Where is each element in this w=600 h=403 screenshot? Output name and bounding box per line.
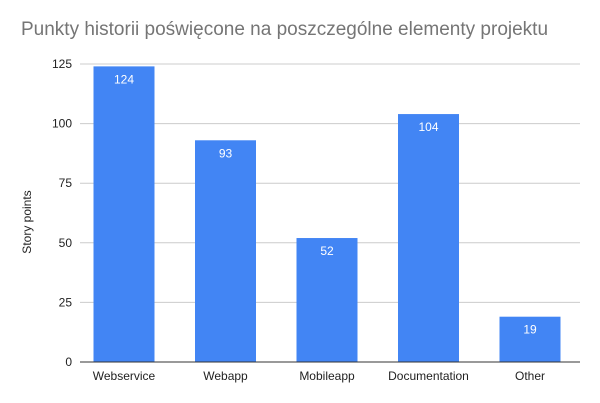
data-label: 19 [523,323,537,337]
y-axis-label: Story points [20,190,34,253]
data-label: 93 [219,146,233,160]
y-tick-label: 25 [59,295,73,309]
bar [195,140,256,362]
x-tick-label: Documentation [388,369,469,383]
data-label: 124 [114,72,134,86]
x-tick-label: Other [515,369,545,383]
x-tick-label: Mobileapp [299,369,355,383]
data-label: 104 [418,120,438,134]
y-tick-label: 0 [65,355,72,369]
axes: 0 25 50 75 100 125 Webservice Webapp Mobileapp Do… [52,57,580,383]
y-tick-label: 75 [59,176,73,190]
bars: 124 93 52 104 19 [93,66,561,363]
bar [296,238,358,362]
y-tick-label: 50 [59,236,73,250]
data-label: 52 [320,244,334,258]
chart-title: Punkty historii poświęcone na poszczegól… [21,19,549,40]
x-tick-label: Webapp [203,369,248,383]
x-tick-label: Webservice [93,369,156,383]
bar [499,316,561,362]
y-tick-label: 125 [52,57,72,71]
bar [93,66,155,362]
y-tick-label: 100 [52,117,72,131]
bar [398,114,459,363]
